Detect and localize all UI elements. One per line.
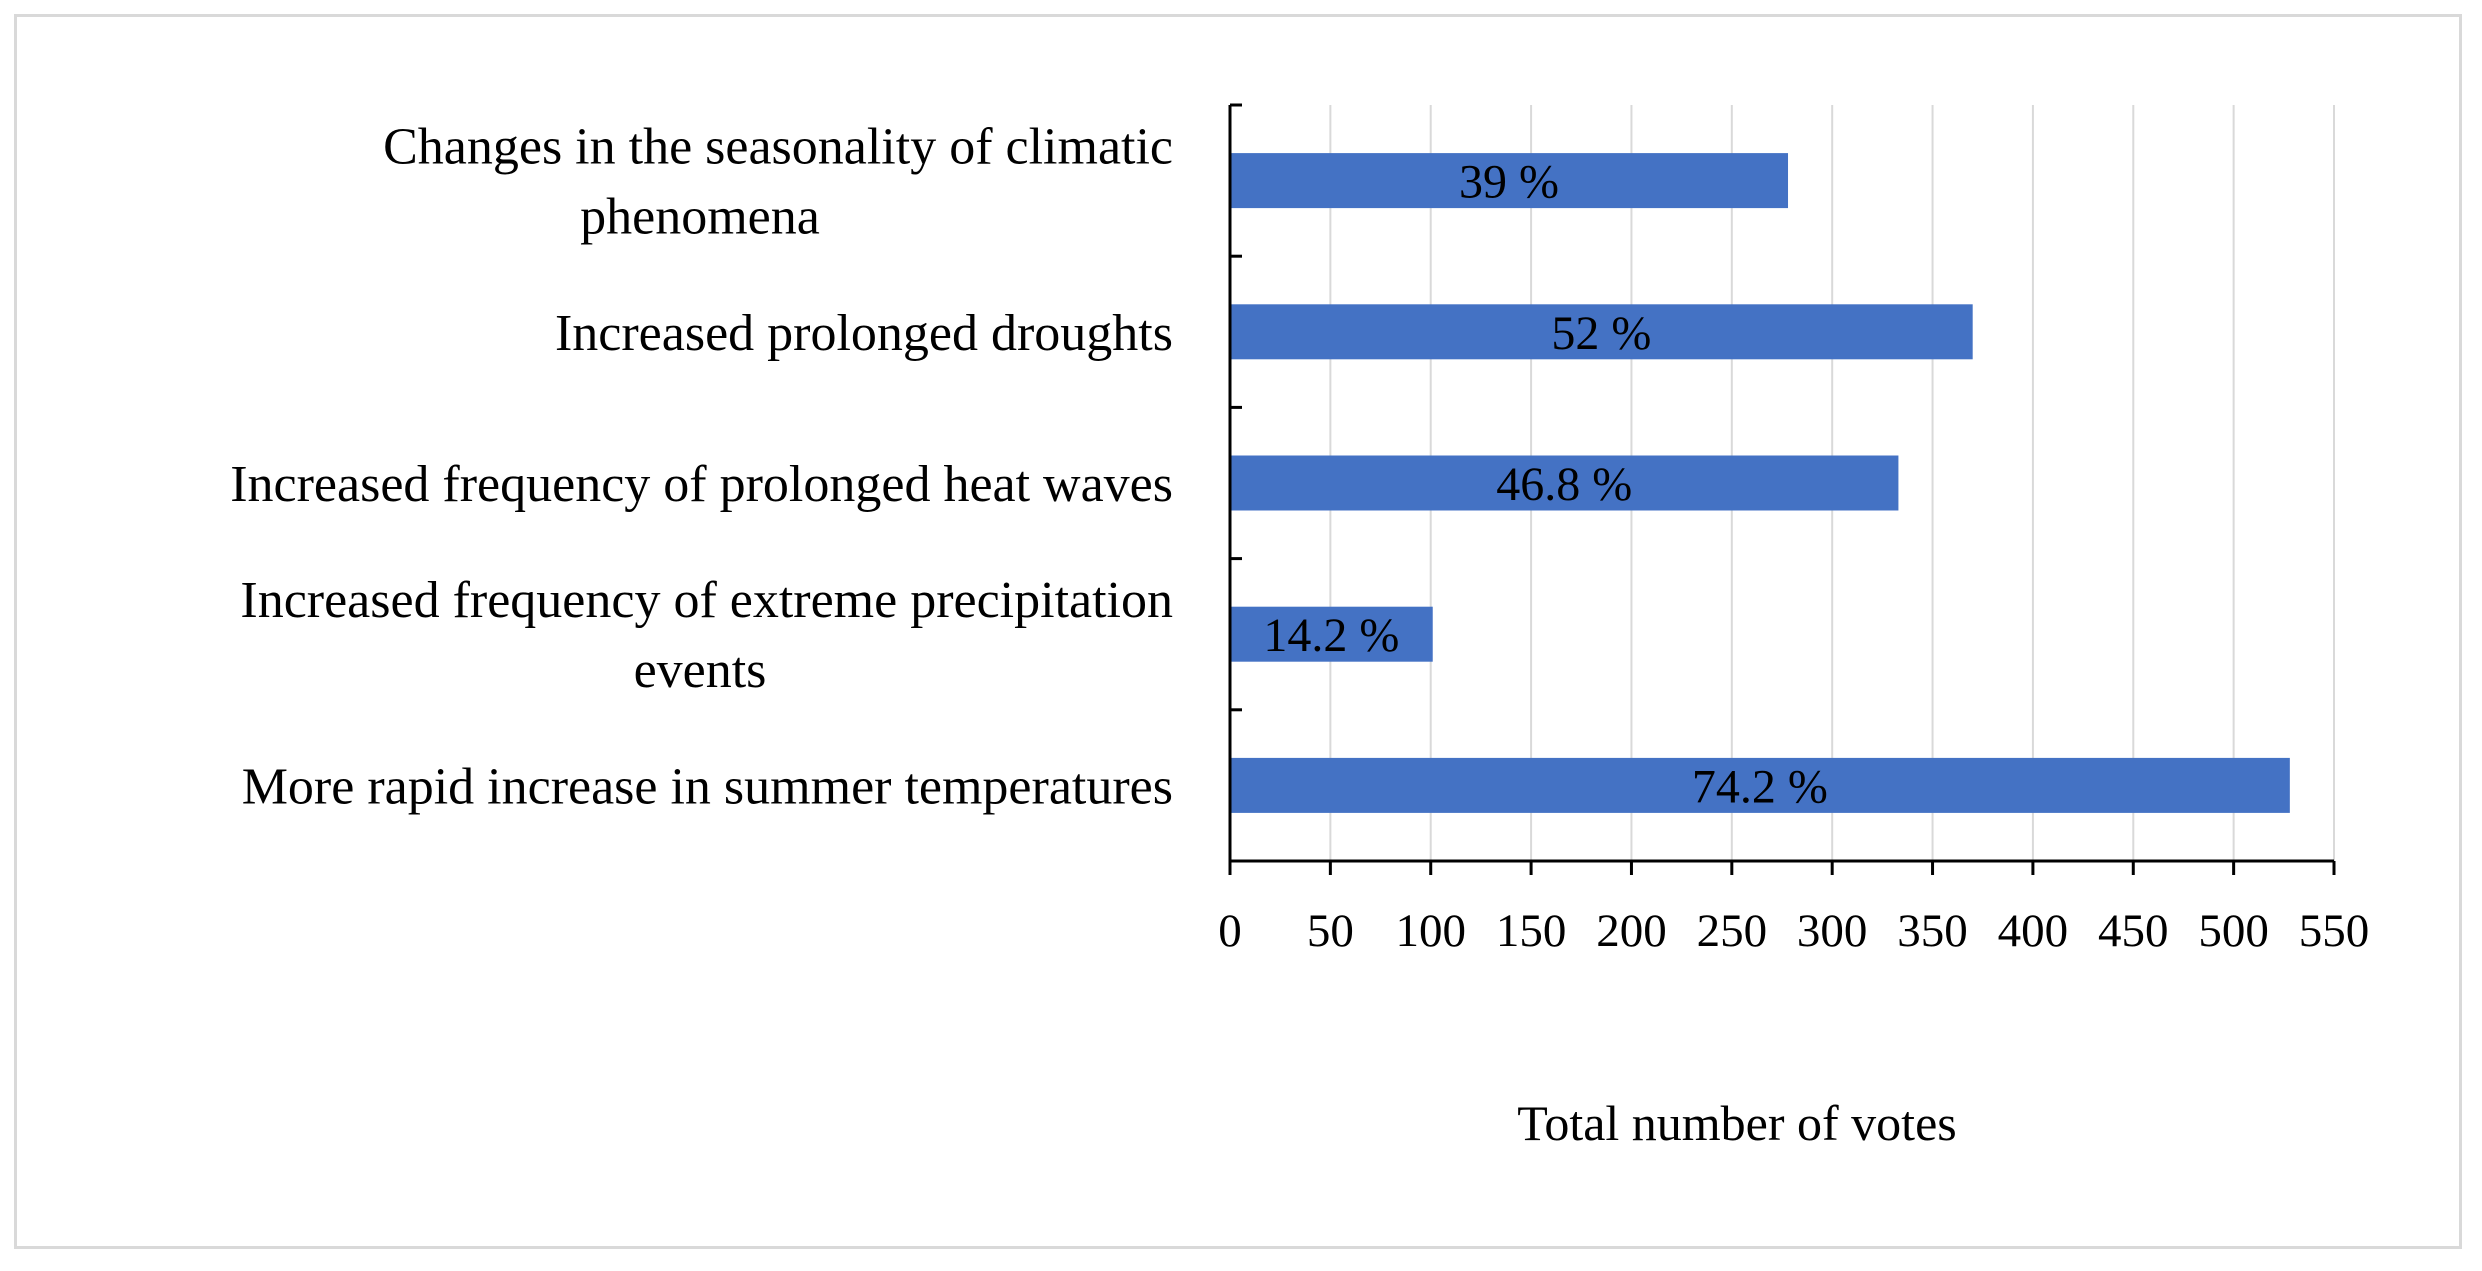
axes	[1228, 103, 2336, 875]
bar-2	[1230, 455, 1899, 511]
x-tick-label-550: 550	[2299, 905, 2370, 957]
data-label-1: 52 %	[1551, 307, 1651, 360]
gridlines	[1329, 105, 2335, 861]
bars	[1230, 153, 2290, 813]
bar-4	[1230, 757, 2290, 813]
category-label-2-line-0: Increased frequency of prolonged heat wa…	[230, 456, 1173, 513]
data-label-0: 39 %	[1459, 156, 1559, 209]
x-tick-label-400: 400	[1998, 905, 2069, 957]
x-tick-label-300: 300	[1797, 905, 1868, 957]
data-label-2: 46.8 %	[1496, 458, 1632, 511]
x-axis-title: Total number of votes	[1517, 1095, 1956, 1151]
data-label-4: 74.2 %	[1692, 760, 1828, 813]
labels: 39 % Changes in the seasonality of climat…	[230, 119, 2369, 957]
x-tick-label-450: 450	[2098, 905, 2169, 957]
x-tick-label-200: 200	[1596, 905, 1667, 957]
x-tick-label-50: 50	[1307, 905, 1354, 957]
bar-3	[1230, 606, 1433, 662]
bar-0	[1230, 153, 1789, 209]
x-tick-label-500: 500	[2198, 905, 2269, 957]
x-tick-label-350: 350	[1897, 905, 1968, 957]
category-label-1-line-0: Increased prolonged droughts	[555, 305, 1173, 362]
x-tick-label-250: 250	[1697, 905, 1768, 957]
data-label-3: 14.2 %	[1263, 609, 1399, 662]
category-label-3-line-0: Increased frequency of extreme precipita…	[240, 572, 1173, 629]
category-label-4-line-0: More rapid increase in summer temperatur…	[242, 758, 1173, 815]
category-label-3-line-1: events	[634, 642, 767, 699]
category-label-0-line-1: phenomena	[580, 189, 820, 246]
x-tick-label-100: 100	[1395, 905, 1466, 957]
category-label-0-line-0: Changes in the seasonality of climatic	[383, 119, 1173, 176]
x-tick-label-0: 0	[1218, 905, 1242, 957]
x-tick-label-150: 150	[1496, 905, 1567, 957]
bar-1	[1230, 304, 1973, 360]
